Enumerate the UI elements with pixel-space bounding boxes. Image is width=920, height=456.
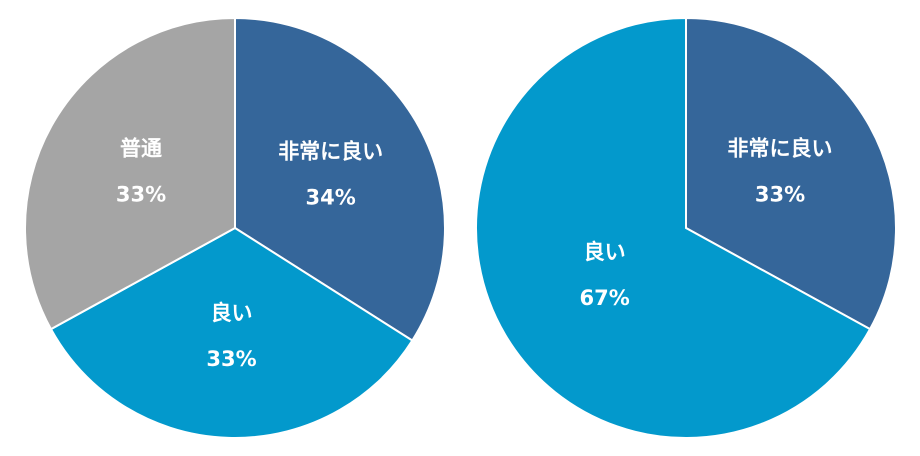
slice-label: 非常に良い bbox=[278, 139, 383, 163]
slice-value-label: 34% bbox=[306, 185, 356, 209]
pie-slice bbox=[475, 16, 872, 439]
slice-label: 非常に良い bbox=[727, 136, 832, 160]
slice-label: 良い bbox=[584, 240, 626, 264]
slice-value-label: 33% bbox=[116, 182, 166, 206]
slice-value-label: 33% bbox=[206, 347, 256, 371]
pie-slice bbox=[24, 16, 236, 331]
slice-label: 良い bbox=[211, 301, 253, 325]
slice-label: 普通 bbox=[120, 136, 162, 160]
slice-value-label: 33% bbox=[755, 182, 805, 206]
pie-slice bbox=[234, 16, 446, 342]
pie-slice bbox=[685, 16, 897, 331]
slice-value-label: 67% bbox=[580, 286, 630, 310]
